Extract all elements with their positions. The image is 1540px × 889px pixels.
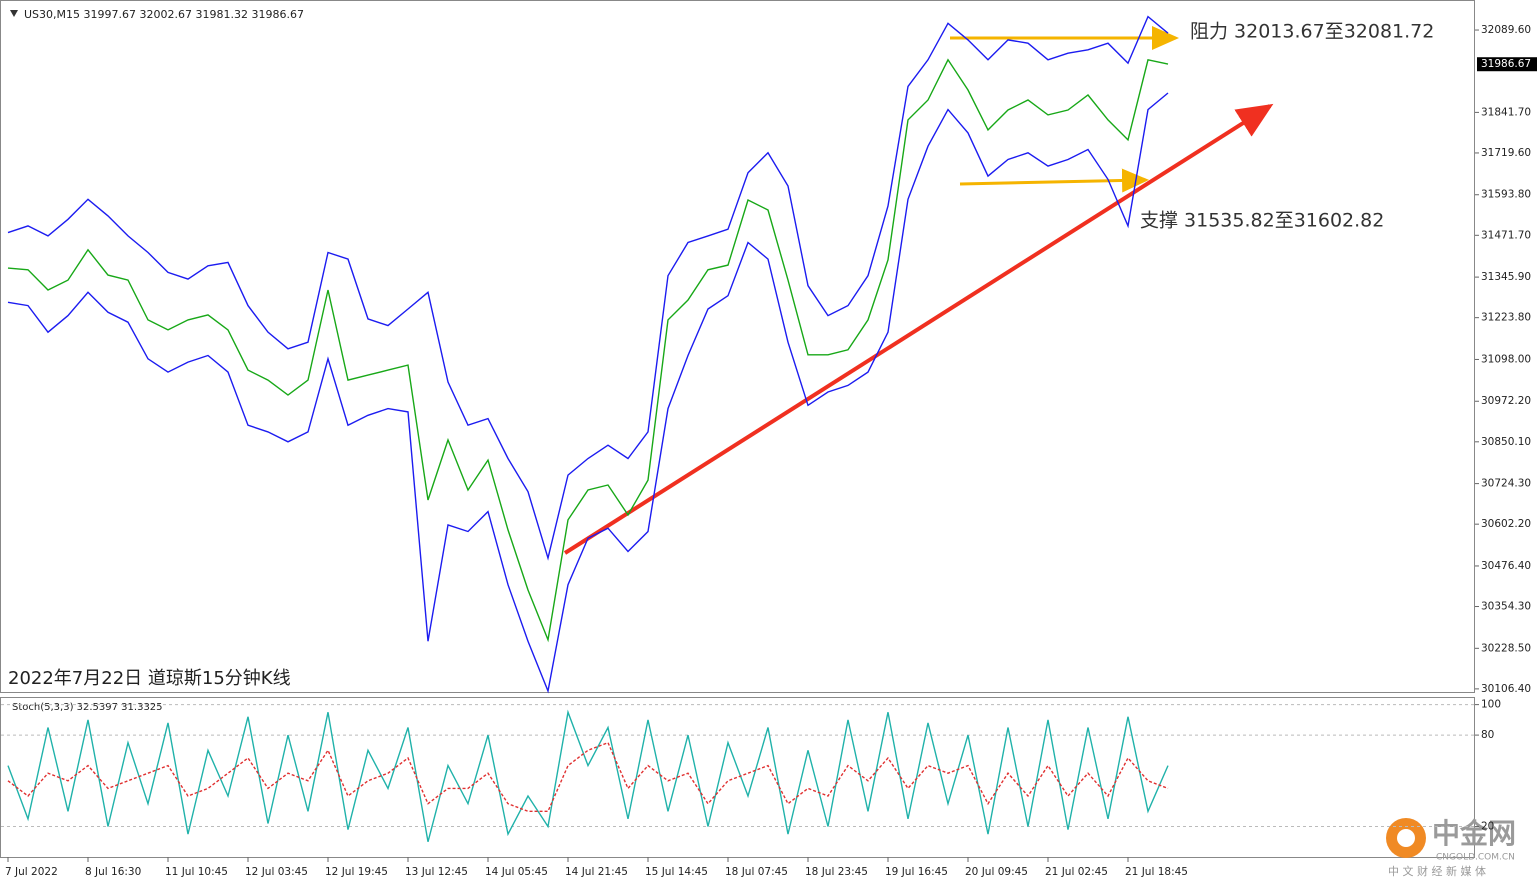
y-tick-label: 100 — [1481, 699, 1501, 711]
y-tick-label: 31471.70 — [1481, 229, 1531, 241]
x-tick-label: 13 Jul 12:45 — [405, 866, 468, 878]
main-frame — [0, 0, 1475, 693]
y-tick-label: 20 — [1481, 821, 1494, 833]
x-tick-label: 7 Jul 2022 — [5, 866, 58, 878]
series-line — [7, 741, 1169, 812]
y-tick-label: 30228.50 — [1481, 642, 1531, 654]
x-tick-label: 21 Jul 02:45 — [1045, 866, 1108, 878]
y-tick-label: 30850.10 — [1481, 436, 1531, 448]
series-line — [7, 58, 1169, 643]
x-tick-label: 14 Jul 05:45 — [485, 866, 548, 878]
caption: 2022年7月22日 道琼斯15分钟K线 — [8, 668, 291, 689]
series-line — [7, 92, 1169, 694]
x-tick-label: 19 Jul 16:45 — [885, 866, 948, 878]
series-line — [7, 15, 1169, 561]
y-tick-label: 80 — [1481, 729, 1494, 741]
y-tick-label: 32089.60 — [1481, 24, 1531, 36]
last-price-label: 31986.67 — [1481, 58, 1531, 70]
stoch-title: Stoch(5,3,3) 32.5397 31.3325 — [12, 702, 163, 713]
chart-title: US30,M15 31997.67 32002.67 31981.32 3198… — [24, 8, 304, 21]
x-tick-label: 15 Jul 14:45 — [645, 866, 708, 878]
support-arrow — [959, 168, 1149, 193]
y-tick-label: 31841.70 — [1481, 106, 1531, 118]
x-tick-label: 12 Jul 03:45 — [245, 866, 308, 878]
x-tick-label: 12 Jul 19:45 — [325, 866, 388, 878]
trend-line — [563, 103, 1274, 555]
y-tick-label: 31345.90 — [1481, 271, 1531, 283]
x-tick-label: 14 Jul 21:45 — [565, 866, 628, 878]
y-tick-label: 30972.20 — [1481, 395, 1531, 407]
x-tick-label: 18 Jul 23:45 — [805, 866, 868, 878]
logo-domain: CNGOLD.COM.CN — [1436, 853, 1515, 863]
x-tick-label: 20 Jul 09:45 — [965, 866, 1028, 878]
y-tick-label: 31593.80 — [1481, 189, 1531, 201]
stoch-frame — [0, 697, 1475, 858]
x-tick-label: 18 Jul 07:45 — [725, 866, 788, 878]
y-tick-label: 30724.30 — [1481, 478, 1531, 490]
x-tick-label: 8 Jul 16:30 — [85, 866, 141, 878]
series-line — [7, 709, 1169, 842]
y-tick-label: 31223.80 — [1481, 312, 1531, 324]
y-tick-label: 31719.60 — [1481, 147, 1531, 159]
y-tick-label: 30602.20 — [1481, 518, 1531, 530]
x-tick-label: 21 Jul 18:45 — [1125, 866, 1188, 878]
y-tick-label: 30106.40 — [1481, 683, 1531, 695]
y-tick-label: 30476.40 — [1481, 560, 1531, 572]
y-tick-label: 30354.30 — [1481, 601, 1531, 613]
last-price-box — [1477, 57, 1537, 72]
x-tick-label: 11 Jul 10:45 — [165, 866, 228, 878]
y-tick-label: 31098.00 — [1481, 353, 1531, 365]
logo-slogan: 中 文 财 经 新 媒 体 — [1388, 864, 1486, 878]
resistance-label: 阻力 32013.67至32081.72 — [1190, 21, 1434, 43]
logo-icon-inner — [1397, 829, 1415, 847]
title-icon — [10, 10, 18, 17]
logo-name: 中金网 — [1432, 817, 1516, 850]
support-label: 支撑 31535.82至31602.82 — [1140, 210, 1384, 232]
